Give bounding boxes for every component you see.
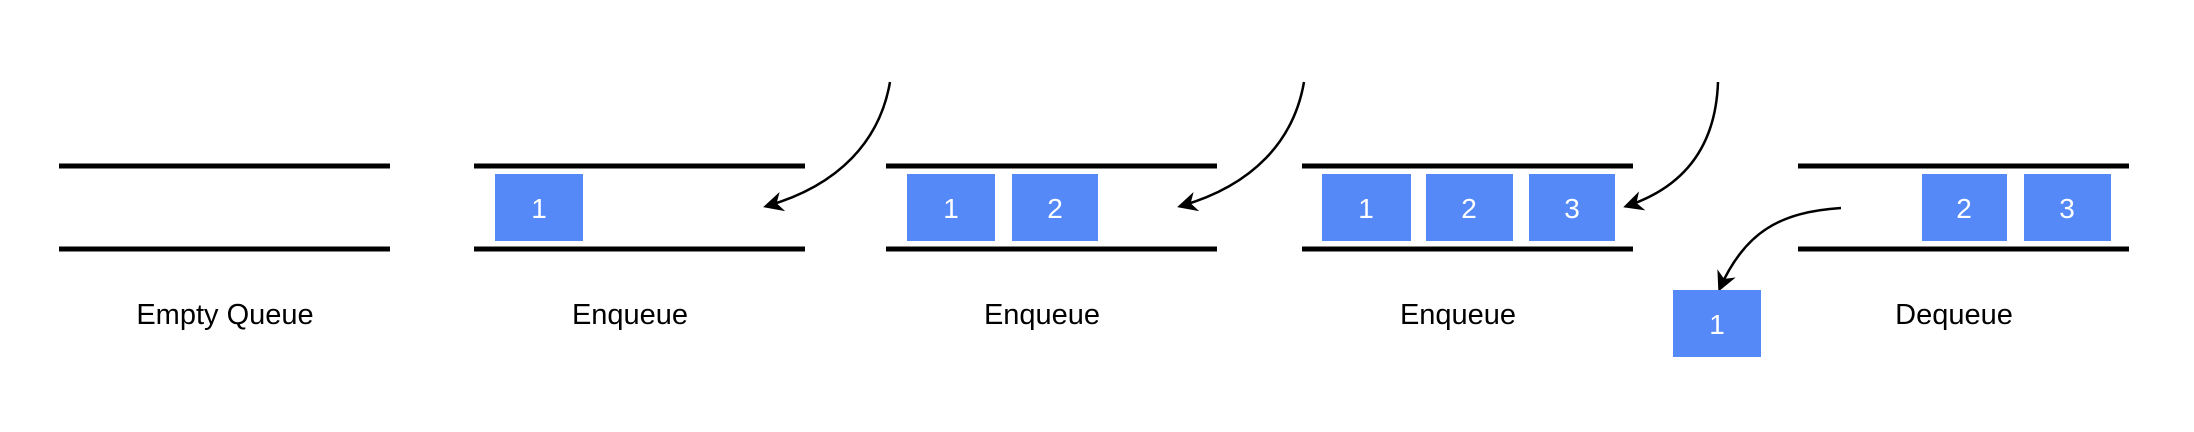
queue-item-box (2024, 174, 2111, 241)
queue-item-label: 3 (2059, 193, 2075, 224)
enqueue-arrow (763, 81, 892, 212)
stage-caption: Empty Queue (136, 299, 313, 331)
queue-item: 2 (1922, 174, 2007, 241)
queue-item-label: 1 (1358, 193, 1374, 224)
queue-item: 3 (2024, 174, 2111, 241)
stage-dequeue: 2 3 1 Dequeue (1673, 163, 2129, 357)
queue-item-label: 2 (1461, 193, 1477, 224)
enqueue-arrow (1177, 81, 1306, 212)
stage-enqueue-2: 1 2 Enqueue (886, 81, 1306, 331)
queue-item: 1 (1322, 174, 1411, 241)
stage-caption: Dequeue (1895, 299, 2013, 331)
queue-item-box (1012, 174, 1098, 241)
enqueue-arrow (1623, 81, 1720, 211)
queue-item-label: 3 (1564, 193, 1580, 224)
queue-item-box (907, 174, 995, 241)
queue-item-box (1322, 174, 1411, 241)
queue-item: 1 (495, 174, 583, 241)
queue-item-label: 1 (1709, 309, 1725, 340)
queue-item-box (1922, 174, 2007, 241)
queue-item-box (1529, 174, 1615, 241)
stage-caption: Enqueue (984, 299, 1100, 331)
queue-item-box (495, 174, 583, 241)
stage-empty-queue: Empty Queue (59, 163, 390, 331)
queue-item: 2 (1012, 174, 1098, 241)
queue-item-label: 1 (943, 193, 959, 224)
queue-item-label: 2 (1047, 193, 1063, 224)
queue-item: 2 (1426, 174, 1513, 241)
queue-item-label: 2 (1956, 193, 1972, 224)
stage-caption: Enqueue (572, 299, 688, 331)
queue-item-label: 1 (531, 193, 547, 224)
queue-item-box (1426, 174, 1513, 241)
removed-item: 1 (1673, 290, 1761, 357)
queue-item: 1 (907, 174, 995, 241)
queue-item: 3 (1529, 174, 1615, 241)
dequeue-arrow (1717, 206, 1842, 292)
stage-caption: Enqueue (1400, 299, 1516, 331)
stage-enqueue-3: 1 2 3 Enqueue (1302, 81, 1720, 331)
stage-enqueue-1: 1 Enqueue (474, 81, 892, 331)
queue-item-box (1673, 290, 1761, 357)
